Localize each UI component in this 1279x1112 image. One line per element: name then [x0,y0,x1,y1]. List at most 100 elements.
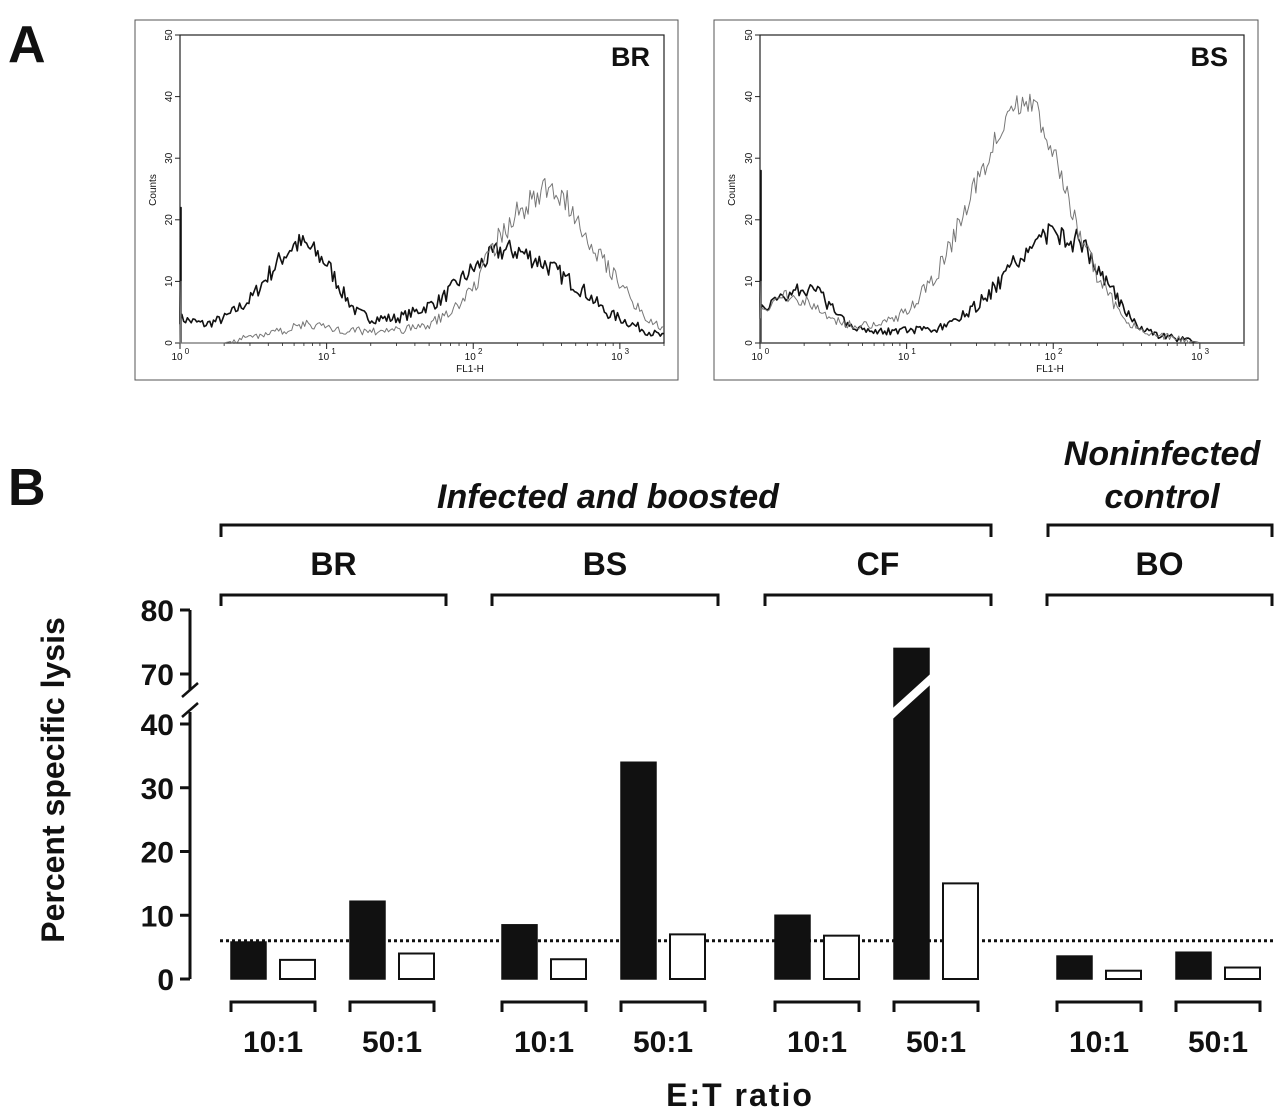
histogram-bs-label: BS [1190,42,1228,72]
hist-br-ytick-label: 40 [164,91,175,103]
ratio-labels: 10:1 50:1 10:1 50:1 10:1 50:1 10:1 50:1 [229,1000,1262,1059]
header-noninfected-line2: control [1104,478,1221,516]
hist-br-ytick-label: 0 [164,340,175,346]
hist-br-xtick-label: 10 [318,352,330,363]
hist-bs-ytick-label: 50 [744,29,755,41]
bar-cf-10-1-filled [774,914,811,980]
bracket-infected [219,523,993,537]
hist-bs-ytick-label: 10 [744,275,755,287]
bar-bs-50-1-open [669,933,706,980]
bar-y-tick-label: 70 [141,659,174,692]
bar-br-10-1-open [279,958,316,980]
bar-cf-10-1-open [823,934,860,981]
ratio-bracket [500,1000,588,1012]
hist-br-xtick-exponent: 0 [185,347,190,356]
histogram-br-label: BR [611,42,650,72]
group-labels: BR BS CF BO [310,546,1183,582]
histogram-bs-lines [759,93,1244,344]
histogram-bs-frame [713,19,1259,381]
histogram-bs-ylabel: Counts [727,174,738,206]
bar-br-10-1-filled [230,941,267,980]
ratio-bracket [348,1000,436,1012]
axis-break-mark [181,702,199,718]
group-label-bo: BO [1136,546,1184,582]
histogram-bs-plot-area [759,34,1245,344]
bar-cf-50-1-open [942,882,979,980]
group-bracket-cf [763,593,993,606]
bar-bs-10-1-open [550,958,587,980]
panel-b-letter: B [8,459,46,517]
group-label-br: BR [310,546,356,582]
bar-x-axis-label: E:T ratio [666,1077,814,1112]
ratio-label: 50:1 [1188,1026,1248,1059]
hist-bs-xtick-label: 10 [1191,352,1203,363]
hist-bs-series-light [759,93,1244,344]
histogram-br-plot-area [179,34,665,344]
ratio-bracket [1174,1000,1262,1012]
header-infected-boosted: Infected and boosted [437,478,780,516]
panel-a-letter: A [8,16,46,74]
ratio-bracket [229,1000,317,1012]
hist-bs-xtick-label: 10 [751,352,763,363]
hist-bs-xtick-exponent: 3 [1205,347,1210,356]
group-brackets [219,593,1274,606]
bar-br-50-1-open [398,952,435,980]
bar-bo-10-1-filled [1056,955,1093,980]
group-label-bs: BS [583,546,627,582]
hist-bs-xtick-exponent: 0 [765,347,770,356]
hist-bs-xtick-label: 10 [1045,352,1057,363]
bar-y-tick-label: 30 [141,773,174,806]
hist-br-xtick-exponent: 2 [478,347,483,356]
hist-bs-series-dark [759,169,1244,344]
bracket-noninfected [1046,523,1274,537]
hist-br-ytick-label: 50 [164,29,175,41]
header-noninfected-line1: Noninfected [1064,435,1262,473]
hist-bs-xtick-exponent: 1 [911,347,916,356]
hist-br-xtick-exponent: 1 [331,347,336,356]
bar-bs-50-1-filled [620,761,657,980]
hist-br-ytick-label: 10 [164,275,175,287]
hist-bs-ytick-label: 20 [744,214,755,226]
group-label-cf: CF [857,546,900,582]
hist-br-xtick-exponent: 3 [625,347,630,356]
ratio-label: 10:1 [1069,1026,1129,1059]
bar-y-tick-label: 20 [141,837,174,870]
ratio-label: 10:1 [243,1026,303,1059]
bar-bo-10-1-open [1105,969,1142,981]
ratio-label: 10:1 [787,1026,847,1059]
bar-y-tick-label: 0 [157,964,174,997]
ratio-label: 50:1 [906,1026,966,1059]
hist-bs-ytick-label: 30 [744,152,755,164]
ratio-bracket [773,1000,861,1012]
bar-bo-50-1-open [1224,966,1261,981]
hist-bs-xtick-exponent: 2 [1058,347,1063,356]
bar-y-axis: 0 10 20 30 40 70 80 [141,595,1275,997]
hist-br-series-light [179,178,665,344]
bar-marks [230,647,1261,981]
axis-break-mark [181,682,199,698]
bar-y-tick-label: 40 [141,709,174,742]
ratio-bracket [1055,1000,1143,1012]
ratio-label: 50:1 [362,1026,422,1059]
hist-bs-ytick-label: 0 [744,340,755,346]
histogram-br-xlabel: FL1-H [456,364,484,375]
bar-y-tick-label: 10 [141,900,174,933]
hist-br-ytick-label: 20 [164,214,175,226]
bar-bs-10-1-filled [501,924,538,980]
hist-br-xtick-label: 10 [171,352,183,363]
hist-bs-ytick-label: 40 [744,91,755,103]
group-bracket-br [219,593,448,606]
hist-br-xtick-label: 10 [611,352,623,363]
ratio-label: 10:1 [514,1026,574,1059]
bar-y-axis-label: Percent specific lysis [35,617,71,943]
histogram-bs-xlabel: FL1-H [1036,364,1064,375]
ratio-bracket [892,1000,980,1012]
group-bracket-bs [490,593,720,606]
bar-br-50-1-filled [349,900,386,980]
hist-br-ytick-label: 30 [164,152,175,164]
group-bracket-bo [1045,593,1274,606]
